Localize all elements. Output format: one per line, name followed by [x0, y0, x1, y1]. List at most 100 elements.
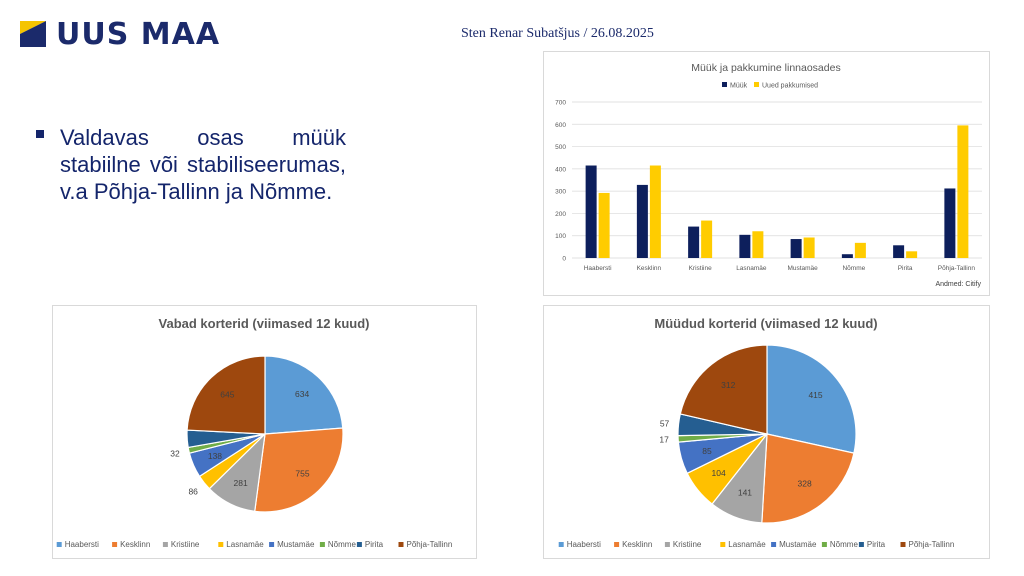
legend-swatch-haabersti: [56, 542, 62, 547]
legend-swatch-pohja-tallinn: [900, 542, 906, 547]
pie-label-kesklinn: 328: [798, 479, 812, 489]
bullet-marker: [36, 130, 44, 138]
pie-label-kristiine: 141: [738, 487, 752, 497]
legend-swatch-kesklinn: [614, 542, 620, 547]
y-tick-label: 600: [555, 122, 566, 129]
pie-label-pohja-tallinn: 312: [721, 380, 735, 390]
legend-label-kristiine: Kristiine: [673, 540, 702, 549]
legend-swatch-nomme: [821, 542, 827, 547]
bar-muuk-haabersti: [585, 165, 597, 258]
legend-swatch-mustamae: [771, 542, 777, 547]
legend-label-mustamae: Mustamäe: [779, 540, 817, 549]
pie-label-lasnamae: 86: [188, 487, 198, 497]
bar-muuk-pohja-tallinn: [944, 188, 956, 258]
pie-chart-panel-available: Vabad korterid (viimased 12 kuud) 634 755…: [52, 305, 477, 559]
legend-swatch-haabersti: [558, 542, 564, 547]
pie-label-mustamae: 138: [208, 451, 222, 461]
pie-label-kesklinn: 755: [295, 469, 309, 479]
bar-uued-pakkumised-mustamae: [803, 237, 815, 258]
bar-muuk-kesklinn: [636, 184, 648, 258]
legend-swatch-pirita: [356, 542, 362, 547]
bar-uued-pakkumised-kesklinn: [649, 165, 661, 258]
bullet-text: Valdavas osas müük stabiilne või stabili…: [60, 125, 346, 204]
bar-uued-pakkumised-lasnamae: [752, 231, 764, 258]
x-tick-label: Mustamäe: [787, 265, 818, 272]
pie-slice-pohja-tallinn: [186, 355, 266, 435]
y-tick-label: 500: [555, 144, 566, 151]
legend-label-mustamae: Mustamäe: [277, 540, 315, 549]
legend-label-haabersti: Haabersti: [65, 540, 99, 549]
y-tick-label: 200: [555, 211, 566, 218]
legend-label-lasnamae: Lasnamäe: [728, 540, 766, 549]
legend-swatch-pohja-tallinn: [398, 542, 404, 547]
x-tick-label: Põhja-Tallinn: [938, 265, 976, 272]
y-tick-label: 400: [555, 166, 566, 173]
legend-label-new-listings: Uued pakkumised: [762, 83, 818, 90]
pie-label-nomme: 32: [170, 448, 180, 458]
bar-chart-title: Müük ja pakkumine linnaosades: [691, 62, 840, 74]
pie-label-pohja-tallinn: 645: [220, 389, 234, 399]
bar-muuk-mustamae: [790, 239, 802, 258]
bar-uued-pakkumised-kristiine: [701, 220, 713, 258]
bar-uued-pakkumised-pirita: [906, 251, 918, 258]
bar-muuk-kristiine: [688, 226, 700, 258]
bar-muuk-nomme: [841, 254, 853, 258]
legend-label-kristiine: Kristiine: [171, 540, 200, 549]
legend-swatch-mustamae: [269, 542, 275, 547]
bar-muuk-pirita: [893, 245, 905, 258]
legend-swatch-kesklinn: [112, 542, 118, 547]
bar-uued-pakkumised-pohja-tallinn: [957, 125, 969, 259]
data-source-label: Andmed: Citify: [935, 281, 981, 288]
pie-label-haabersti: 634: [295, 389, 309, 399]
bar-muuk-lasnamae: [739, 234, 751, 258]
pie-slice-pohja-tallinn: [679, 344, 768, 435]
pie-slice-haabersti: [264, 355, 344, 435]
y-tick-label: 300: [555, 189, 566, 196]
legend-label-pirita: Pirita: [867, 540, 886, 549]
logo: UUS MAA: [20, 16, 221, 52]
legend-label-kesklinn: Kesklinn: [120, 540, 150, 549]
legend-label-pohja-tallinn: Põhja-Tallinn: [909, 540, 955, 549]
legend-label-kesklinn: Kesklinn: [622, 540, 652, 549]
legend-label-pohja-tallinn: Põhja-Tallinn: [407, 540, 453, 549]
legend-label-lasnamae: Lasnamäe: [226, 540, 264, 549]
bar-legend: Müük Uued pakkumised: [722, 82, 818, 90]
y-tick-label: 100: [555, 233, 566, 240]
legend-label-haabersti: Haabersti: [567, 540, 601, 549]
pie-chart-title-sold: Müüdud korterid (viimased 12 kuud): [654, 316, 877, 331]
pie-chart-title-available: Vabad korterid (viimased 12 kuud): [159, 316, 370, 331]
y-tick-label: 0: [562, 256, 566, 263]
logo-mark-bottom: [20, 21, 46, 47]
bar-uued-pakkumised-haabersti: [598, 192, 610, 258]
legend-swatch-kristiine: [162, 542, 168, 547]
bar-chart-panel: Müük ja pakkumine linnaosades Müük Uued …: [543, 51, 990, 296]
legend-label-pirita: Pirita: [365, 540, 384, 549]
legend-swatch-new-listings: [754, 82, 759, 87]
logo-text: UUS MAA: [56, 16, 221, 52]
legend-label-nomme: Nõmme: [830, 540, 859, 549]
pie-label-pirita: 57: [660, 418, 670, 428]
pie-label-nomme: 17: [659, 435, 669, 445]
legend-swatch-sales: [722, 82, 727, 87]
pie-label-kristiine: 281: [234, 478, 248, 488]
bar-chart: Müük ja pakkumine linnaosades Müük Uued …: [555, 62, 982, 288]
x-tick-label: Pirita: [898, 265, 913, 272]
x-tick-label: Haabersti: [584, 265, 612, 272]
legend-label-nomme: Nõmme: [328, 540, 357, 549]
pie-label-haabersti: 415: [808, 390, 822, 400]
author-date: Sten Renar Subatšjus / 26.08.2025: [461, 26, 654, 41]
pie-chart-panel-sold: Müüdud korterid (viimased 12 kuud) 415 32…: [543, 305, 990, 559]
legend-swatch-kristiine: [664, 542, 670, 547]
pie-chart-sold: Müüdud korterid (viimased 12 kuud) 415 32…: [558, 316, 955, 549]
x-tick-label: Lasnamäe: [736, 265, 767, 272]
logo-mark-icon: [20, 21, 46, 47]
pie-label-mustamae: 85: [702, 446, 712, 456]
legend-swatch-pirita: [858, 542, 864, 547]
legend-label-sales: Müük: [730, 83, 748, 90]
legend-swatch-lasnamae: [720, 542, 726, 547]
bar-uued-pakkumised-nomme: [854, 242, 866, 258]
pie-slice-kesklinn: [761, 433, 855, 524]
pie-label-lasnamae: 104: [712, 468, 726, 478]
y-tick-label: 700: [555, 100, 566, 107]
bullet-point: Valdavas osas müük stabiilne või stabili…: [36, 124, 346, 205]
